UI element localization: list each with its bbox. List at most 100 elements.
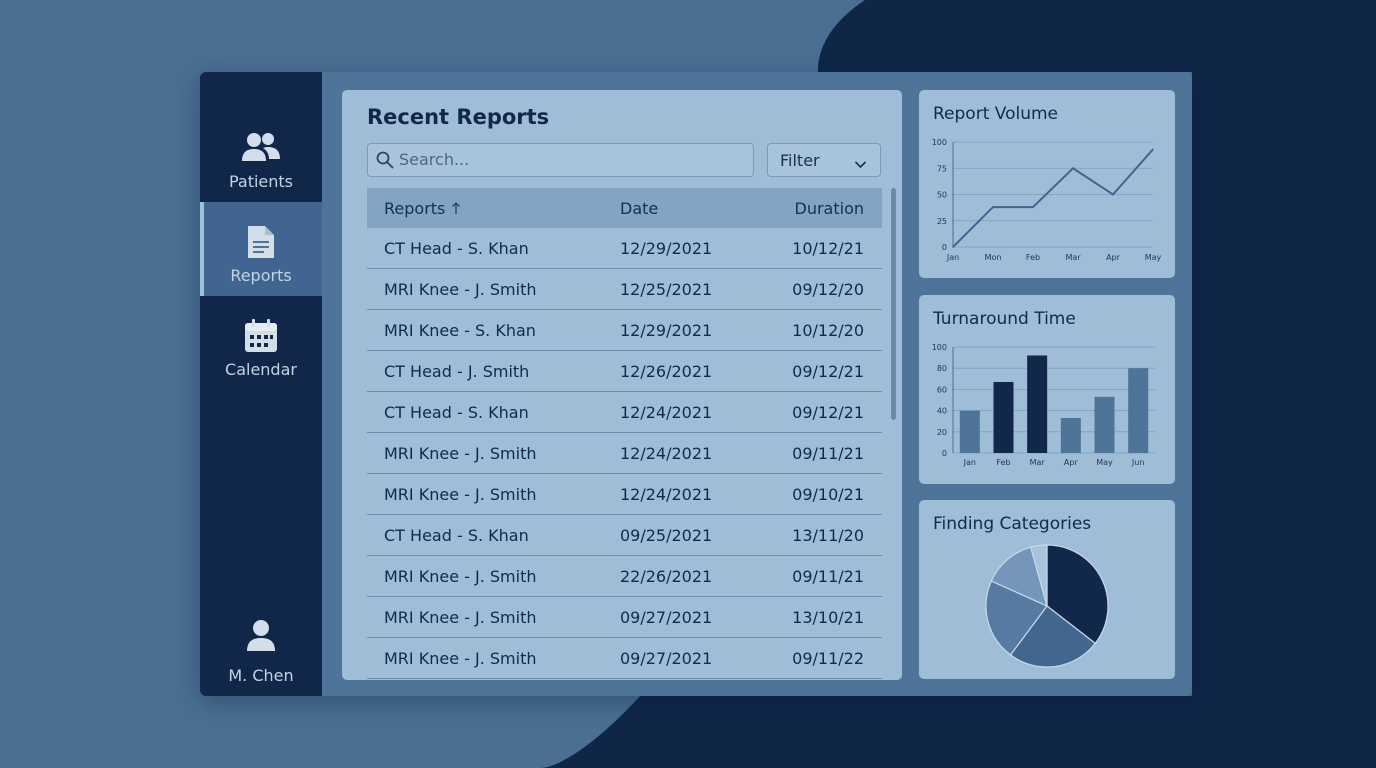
user-profile[interactable]: M. Chen	[200, 602, 322, 696]
finding-categories-chart	[985, 544, 1109, 668]
chart-title: Report Volume	[933, 104, 1058, 124]
table-row[interactable]: CT Head - S. Khan 09/25/2021 13/11/20	[367, 515, 882, 556]
turnaround-time-card: Turnaround Time 0 20 40 60 80 100 Jan Feb Mar Apr…	[919, 295, 1175, 484]
table-row[interactable]: MRI Knee - J. Smith 09/27/2021 09/11/22	[367, 638, 882, 679]
y-tick-label: 100	[932, 343, 947, 352]
table-row[interactable]: MRI Knee - J. Smith 22/26/2021 09/11/21	[367, 556, 882, 597]
report-date: 12/24/2021	[620, 444, 713, 463]
pie-slice	[1009, 605, 1097, 668]
y-tick-label: 75	[937, 164, 947, 173]
filter-dropdown[interactable]: Filter	[767, 143, 881, 177]
table-row[interactable]: CT Head - S. Khan 12/24/2021 09/12/21	[367, 392, 882, 433]
table-row[interactable]: CT Head - J. Smith 12/26/2021 09/12/21	[367, 351, 882, 392]
sidebar-item-reports[interactable]: Reports	[200, 202, 322, 296]
report-duration: 09/12/21	[792, 403, 864, 422]
patients-icon	[239, 130, 283, 170]
report-name: CT Head - S. Khan	[384, 239, 529, 258]
y-tick-label: 100	[932, 138, 947, 147]
sidebar-item-label: Reports	[230, 266, 292, 285]
x-tick-label: Apr	[1106, 253, 1121, 262]
report-name: CT Head - S. Khan	[384, 526, 529, 545]
turnaround-time-chart: 0 20 40 60 80 100 Jan Feb Mar Apr May Jun	[932, 343, 1155, 467]
search-icon	[376, 151, 394, 173]
bar	[1027, 355, 1048, 453]
sidebar-item-label: Patients	[228, 172, 294, 191]
user-icon	[245, 618, 277, 658]
bar	[1060, 418, 1081, 453]
report-name: MRI Knee - J. Smith	[384, 608, 537, 627]
report-volume-chart: 0 25 50 75 100 Jan Mon Feb Mar Apr May	[932, 138, 1162, 262]
sidebar-item-patients[interactable]: Patients	[200, 108, 322, 202]
report-name: MRI Knee - J. Smith	[384, 567, 537, 586]
report-name: CT Head - S. Khan	[384, 403, 529, 422]
search-box[interactable]	[367, 143, 754, 177]
table-row[interactable]: MRI Knee - J. Smith 12/25/2021 09/12/20	[367, 269, 882, 310]
report-duration: 13/11/20	[792, 526, 864, 545]
report-duration: 09/11/21	[792, 444, 864, 463]
column-header-reports[interactable]: Reports	[384, 199, 461, 219]
y-tick-label: 25	[937, 217, 947, 226]
reports-table: Reports Date Duration CT Head - S. Khan 1…	[367, 188, 882, 679]
report-date: 09/27/2021	[620, 649, 713, 668]
pie-slice	[1029, 544, 1048, 607]
report-name: CT Head - J. Smith	[384, 362, 530, 381]
x-tick-label: Jun	[1131, 458, 1145, 467]
x-tick-label: Jan	[963, 458, 976, 467]
report-duration: 10/12/21	[792, 239, 864, 258]
table-row[interactable]: MRI Knee - J. Smith 09/27/2021 13/10/21	[367, 597, 882, 638]
table-body: CT Head - S. Khan 12/29/2021 10/12/21 MRI K…	[367, 228, 882, 679]
report-date: 09/25/2021	[620, 526, 713, 545]
column-header-duration[interactable]: Duration	[794, 199, 865, 218]
table-header: Reports Date Duration	[367, 188, 882, 228]
scrollbar[interactable]	[891, 188, 896, 420]
report-date: 09/27/2021	[620, 608, 713, 627]
bar	[1128, 368, 1149, 453]
pie-slice	[990, 546, 1048, 608]
report-duration: 09/12/21	[792, 362, 864, 381]
series-line	[952, 148, 1154, 248]
table-row[interactable]: MRI Knee - S. Khan 12/29/2021 10/12/20	[367, 310, 882, 351]
report-name: MRI Knee - J. Smith	[384, 485, 537, 504]
sidebar: Patients Reports	[200, 72, 322, 696]
report-date: 12/26/2021	[620, 362, 713, 381]
report-name: MRI Knee - J. Smith	[384, 444, 537, 463]
table-row[interactable]: MRI Knee - J. Smith 12/24/2021 09/11/21	[367, 433, 882, 474]
data-point	[992, 206, 994, 208]
app-window: Patients Reports	[200, 72, 1192, 696]
data-point	[1032, 206, 1034, 208]
document-icon	[246, 224, 276, 264]
report-duration: 09/11/21	[792, 567, 864, 586]
table-row[interactable]: MRI Knee - J. Smith 12/24/2021 09/10/21	[367, 474, 882, 515]
y-tick-label: 0	[942, 449, 947, 458]
bar	[959, 410, 980, 453]
report-duration: 13/10/21	[792, 608, 864, 627]
column-header-date[interactable]: Date	[620, 199, 659, 218]
y-tick-label: 40	[937, 407, 947, 416]
report-name: MRI Knee - J. Smith	[384, 649, 537, 668]
report-duration: 09/10/21	[792, 485, 864, 504]
y-tick-label: 80	[937, 364, 947, 373]
arrow-up-icon	[451, 200, 461, 219]
x-tick-label: Jan	[946, 253, 959, 262]
report-name: MRI Knee - J. Smith	[384, 280, 537, 299]
bar	[1094, 396, 1115, 453]
page-title: Recent Reports	[367, 105, 550, 129]
chevron-down-icon	[854, 154, 867, 173]
report-duration: 09/12/20	[792, 280, 864, 299]
report-date: 12/24/2021	[620, 485, 713, 504]
data-point	[1112, 193, 1114, 196]
x-tick-label: Mon	[985, 253, 1002, 262]
search-input[interactable]	[399, 144, 739, 174]
report-date: 12/25/2021	[620, 280, 713, 299]
x-tick-label: Mar	[1030, 458, 1046, 467]
reports-panel: Recent Reports Filter Reports Date	[342, 90, 902, 680]
x-tick-label: Mar	[1065, 253, 1081, 262]
table-row[interactable]: CT Head - S. Khan 12/29/2021 10/12/21	[367, 228, 882, 269]
report-duration: 09/11/22	[792, 649, 864, 668]
calendar-icon	[243, 318, 279, 358]
sidebar-item-calendar[interactable]: Calendar	[200, 296, 322, 390]
pie-slice	[1046, 544, 1109, 645]
background-dark-shape	[540, 0, 1376, 768]
report-date: 12/29/2021	[620, 239, 713, 258]
